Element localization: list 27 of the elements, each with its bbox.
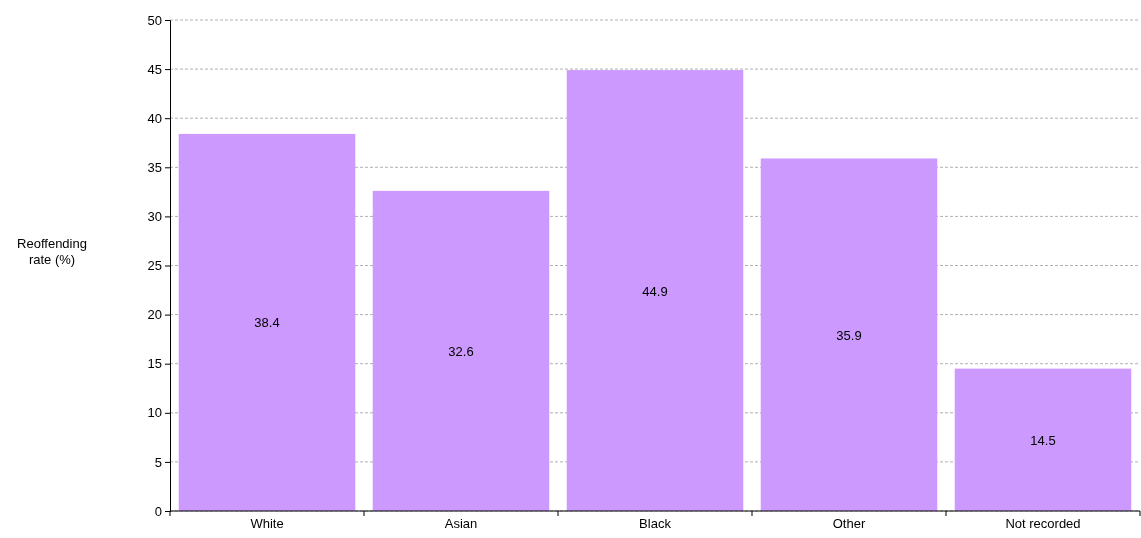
data-label: 35.9	[836, 327, 862, 343]
x-tick-label: Black	[639, 516, 672, 532]
y-tick-label: 25	[147, 258, 162, 274]
data-label: 14.5	[1030, 432, 1056, 448]
y-tick-label: 30	[147, 209, 162, 225]
x-tick-label: White	[250, 516, 284, 532]
x-tick-label: Not recorded	[1005, 516, 1081, 532]
y-tick-label: 5	[154, 454, 162, 470]
data-label: 44.9	[642, 283, 668, 299]
bar	[954, 368, 1132, 511]
y-axis-title: Reoffending rate (%)	[17, 236, 87, 267]
y-tick-label: 10	[147, 405, 162, 421]
x-tick-label: Other	[832, 516, 866, 532]
bar	[372, 190, 550, 511]
bar	[760, 158, 938, 511]
y-tick-label: 50	[147, 12, 162, 28]
y-tick-label: 0	[154, 503, 162, 519]
y-tick-label: 15	[147, 356, 162, 372]
bar	[566, 70, 744, 511]
y-tick-label: 40	[147, 110, 162, 126]
data-label: 32.6	[448, 343, 474, 359]
y-tick-label: 35	[147, 159, 162, 175]
y-tick-label: 45	[147, 61, 162, 77]
bar	[178, 133, 356, 511]
y-tick-label: 20	[147, 307, 162, 323]
x-tick-label: Asian	[444, 516, 478, 532]
data-label: 38.4	[254, 315, 280, 331]
